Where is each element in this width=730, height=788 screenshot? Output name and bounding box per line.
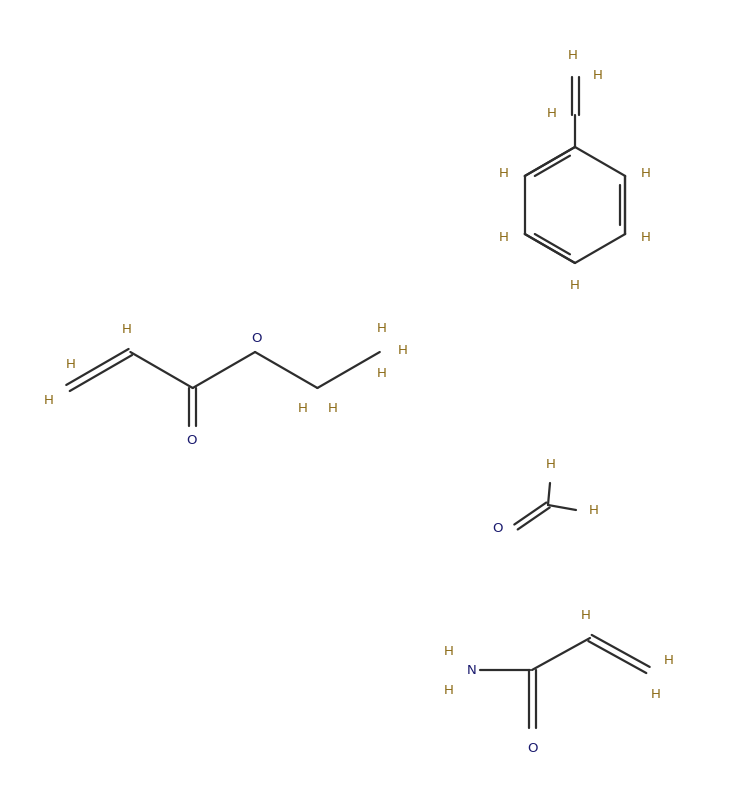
Text: H: H [66, 358, 76, 371]
Text: H: H [398, 344, 407, 356]
Text: H: H [547, 106, 557, 120]
Text: H: H [589, 504, 599, 516]
Text: H: H [499, 231, 509, 243]
Text: H: H [328, 402, 337, 415]
Text: H: H [44, 393, 54, 407]
Text: H: H [377, 367, 387, 380]
Text: H: H [444, 684, 454, 697]
Text: O: O [493, 522, 503, 536]
Text: H: H [377, 322, 387, 335]
Text: H: H [121, 323, 131, 336]
Text: H: H [568, 49, 578, 62]
Text: H: H [546, 458, 556, 471]
Text: H: H [651, 688, 661, 701]
Text: H: H [570, 279, 580, 292]
Text: H: H [641, 166, 651, 180]
Text: H: H [298, 402, 307, 415]
Text: N: N [467, 663, 477, 677]
Text: H: H [499, 166, 509, 180]
Text: H: H [641, 231, 651, 243]
Text: O: O [527, 742, 537, 755]
Text: O: O [186, 433, 197, 447]
Text: H: H [581, 609, 591, 622]
Text: O: O [251, 332, 261, 345]
Text: H: H [664, 653, 674, 667]
Text: H: H [593, 69, 603, 81]
Text: H: H [444, 645, 454, 658]
